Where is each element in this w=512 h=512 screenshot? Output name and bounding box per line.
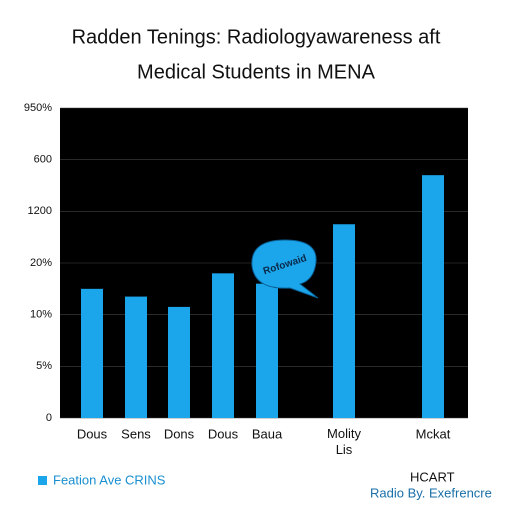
x-tick-label: Mckat [416,426,451,441]
x-tick-label: Molity Lis [327,426,361,457]
y-tick-label: 20% [30,257,52,269]
bar [333,224,355,418]
x-tick-label: Dous [77,426,108,441]
source: Radio By. Exefrencre [370,485,492,500]
chart-title: Medical Students in MENA [137,61,376,83]
y-tick-label: 0 [46,412,52,424]
source: HCART [410,469,455,484]
legend-label: Feation Ave CRINS [53,472,166,487]
legend-swatch [38,476,47,485]
y-tick-label: 10% [30,309,52,321]
x-tick-label: Dous [208,426,239,441]
x-tick-label: Sens [121,426,151,441]
x-tick-label: Baua [252,426,283,441]
x-tick-label: Dons [164,426,195,441]
y-tick-label: 950% [24,102,52,114]
bar [422,175,444,418]
callout-bubble [251,239,319,299]
y-tick-label: 5% [36,360,52,372]
bar [212,273,234,418]
y-tick-label: 600 [34,154,52,166]
bar [168,306,190,418]
bar [256,283,278,418]
bar [125,296,147,418]
chart-title: Radden Tenings: Radiologyawareness aft [72,26,441,48]
y-tick-label: 1200 [28,205,52,217]
bar [81,288,103,418]
